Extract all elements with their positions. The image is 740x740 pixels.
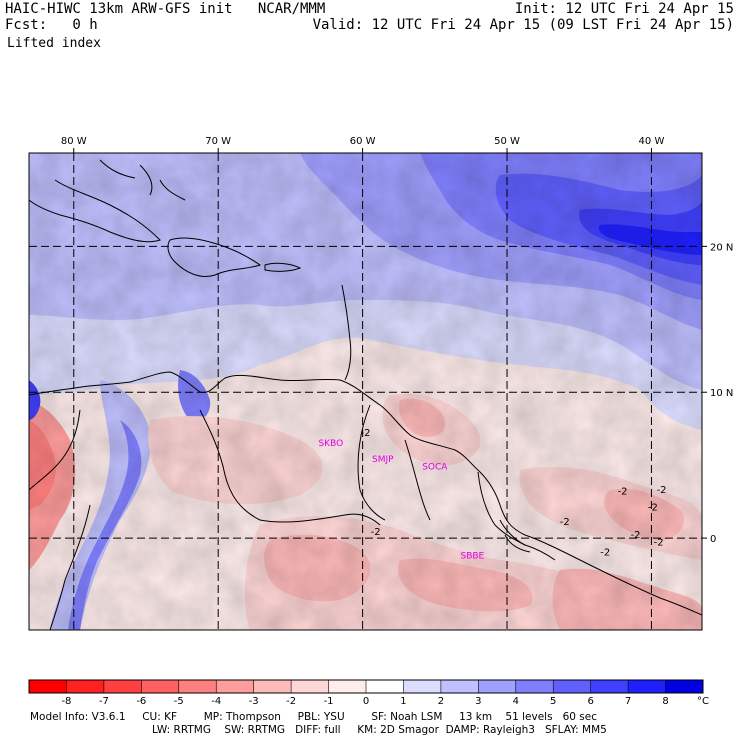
colorbar-swatch [66,680,105,693]
contour-label: -2 [600,548,610,559]
lon-label: 70 W [205,136,231,147]
contour-label: -2 [654,537,664,548]
forecast-hour: Fcst: 0 h [5,17,98,33]
station-label: SMJP [372,455,394,465]
colorbar-swatch [216,680,255,693]
model-title: HAIC-HIWC 13km ARW-GFS init NCAR/MMM [5,1,326,17]
colorbar-level: -2 [286,696,296,707]
colorbar-swatch [103,680,142,693]
contour-label: -2 [560,517,570,528]
lat-label: 10 N [710,388,733,399]
contour-label: -2 [361,428,371,439]
colorbar-level: -5 [174,696,184,707]
colorbar-labels: -8 -7 -6 -5 -4 -3 -2 -1 0 1 2 3 4 5 6 7 8 [61,696,668,707]
colorbar-swatch [515,680,554,693]
model-info-line1: Model Info: V3.6.1 CU: KF MP: Thompson P… [30,711,597,723]
colorbar-swatch [440,680,479,693]
contour-label: -2 [618,486,628,497]
colorbar-swatch [665,680,704,693]
colorbar-level: 7 [625,696,631,707]
colorbar-swatch [478,680,517,693]
colorbar-swatch [178,680,217,693]
contour-label: -2 [371,527,381,538]
contour-label: -2 [648,502,658,513]
colorbar-level: 5 [550,696,556,707]
colorbar-level: -7 [99,696,109,707]
colorbar-unit: °C [697,696,709,707]
axis-ticks [73,148,707,539]
init-time: Init: 12 UTC Fri 24 Apr 15 [514,1,734,17]
station-label: SKBO [318,439,343,449]
colorbar-swatch [553,680,592,693]
colorbar-level: 3 [475,696,481,707]
field-name: Lifted index [7,36,101,51]
colorbar-level: -4 [211,696,221,707]
lat-label: 20 N [710,242,733,253]
lon-label: 60 W [350,136,376,147]
colorbar-swatch [590,680,629,693]
latitude-labels: 20 N 10 N 0 [710,242,733,545]
contour-label: -2 [631,530,641,541]
coastlines [29,159,702,630]
station-label-layer: SKBO SMJP SOCA SBBE [318,439,484,561]
colorbar-swatch [366,680,404,693]
lon-label: 80 W [61,136,87,147]
field-shading [29,153,702,630]
colorbar-swatch [328,680,367,693]
valid-time: Valid: 12 UTC Fri 24 Apr 15 (09 LST Fri … [312,17,734,33]
lat-label: 0 [710,534,716,545]
model-info-line2: LW: RRTMG SW: RRTMG DIFF: full KM: 2D Sm… [152,724,607,736]
colorbar-level: 2 [438,696,444,707]
contour-label: -2 [657,485,667,496]
station-label: SBBE [460,552,484,562]
colorbar-swatch [29,680,67,693]
lon-label: 50 W [494,136,520,147]
station-label: SOCA [422,463,448,473]
lon-label: 40 W [639,136,665,147]
lat-lon-grid [29,153,702,630]
colorbar-level: 0 [363,696,369,707]
colorbar-swatch [141,680,180,693]
colorbar-level: -8 [61,696,71,707]
colorbar-swatch [253,680,292,693]
colorbar-level: -1 [324,696,334,707]
colorbar-level: 4 [513,696,519,707]
colorbar-level: -3 [249,696,259,707]
colorbar-level: -6 [136,696,146,707]
colorbar-level: 6 [587,696,593,707]
map-frame [28,152,703,631]
colorbar [28,679,704,694]
colorbar-swatch [291,680,330,693]
colorbar-swatch [403,680,442,693]
colorbar-level: 8 [662,696,668,707]
longitude-labels: 80 W 70 W 60 W 50 W 40 W [61,136,665,147]
contour-label-layer: -2 -2 -2 -2 -2 -2 -2 -2 -2 [361,428,667,559]
colorbar-swatch [628,680,667,693]
colorbar-level: 1 [400,696,406,707]
